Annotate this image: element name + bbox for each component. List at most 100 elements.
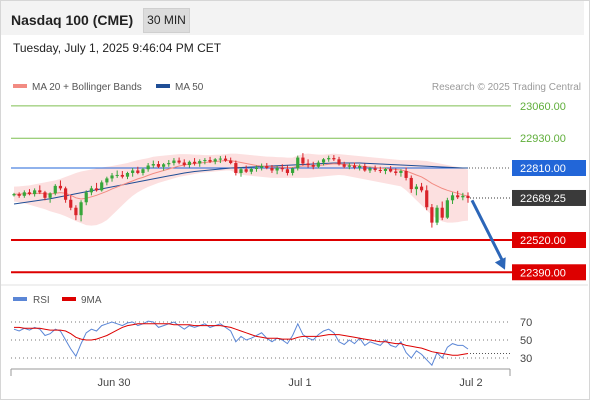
candle-body <box>383 168 388 171</box>
x-tick-label: Jun 30 <box>97 377 130 389</box>
candle-body <box>218 158 222 160</box>
candle-body <box>110 175 114 179</box>
candle-body <box>456 195 460 198</box>
candle-body <box>58 185 63 189</box>
rsi-legend-label: RSI <box>33 295 50 306</box>
candle-body <box>419 186 424 191</box>
credit-text: Research © 2025 Trading Central <box>432 82 581 93</box>
candle-body <box>94 188 99 191</box>
candle-body <box>440 207 444 218</box>
candle-body <box>260 166 264 168</box>
candle-body <box>141 169 145 173</box>
candle-body <box>203 160 207 162</box>
ma50-legend-label: MA 50 <box>175 82 204 93</box>
candle-body <box>311 165 315 167</box>
instrument-title: Nasdaq 100 (CME) <box>11 12 134 28</box>
candle-body <box>22 192 26 196</box>
ma20-line <box>14 160 469 200</box>
rsi-grid: 70 50 30 <box>11 317 532 365</box>
candle-body <box>316 162 320 167</box>
candle-body <box>347 165 351 167</box>
level-price-box <box>512 264 586 281</box>
candle-body <box>358 166 362 168</box>
candle-body <box>363 166 367 171</box>
rsi-tick-label: 50 <box>520 335 532 347</box>
candle-body <box>430 207 434 223</box>
rsi-ma-legend-swatch <box>62 297 76 301</box>
candle-body <box>63 188 68 200</box>
rsi-tick-label: 70 <box>520 317 532 329</box>
forecast-arrow-shaft <box>470 199 505 263</box>
candle-body <box>296 157 300 169</box>
candle-body <box>409 177 413 190</box>
candle-body <box>74 207 78 216</box>
candle-body <box>373 168 377 170</box>
ma50-legend-swatch <box>156 84 170 88</box>
candle-body <box>450 195 455 201</box>
rsi-ma-line <box>14 323 469 356</box>
candle-body <box>306 163 310 166</box>
candle-body <box>84 192 88 203</box>
candle-body <box>301 157 305 164</box>
candle-body <box>234 163 238 173</box>
last-price-label: 22689.25 <box>520 193 566 205</box>
candle-body <box>167 163 171 165</box>
level-price-label: 22810.00 <box>520 163 566 175</box>
candle-body <box>120 174 124 177</box>
forecast-arrow-head <box>494 257 506 270</box>
candle-body <box>280 168 284 170</box>
rsi-legend-swatch <box>13 297 27 301</box>
candle-body <box>151 164 155 166</box>
candle-body <box>265 166 269 168</box>
rsi-tick-label: 30 <box>520 353 532 365</box>
ma20-legend-label: MA 20 + Bollinger Bands <box>32 82 142 93</box>
candles <box>12 153 470 228</box>
candle-body <box>213 159 217 162</box>
candle-body <box>17 194 21 196</box>
candle-body <box>229 160 233 164</box>
timestamp: Tuesday, July 1, 2025 9:46:04 PM CET <box>13 41 222 55</box>
candle-body <box>368 168 372 171</box>
candle-body <box>435 207 439 223</box>
moving-averages <box>13 160 469 205</box>
candle-body <box>177 160 181 163</box>
candle-body <box>223 158 228 161</box>
candle-body <box>378 169 382 171</box>
candle-body <box>425 190 429 208</box>
candle-body <box>105 178 109 183</box>
bollinger-band <box>14 153 468 226</box>
candle-body <box>131 170 135 173</box>
ma20-legend-swatch <box>13 84 27 88</box>
candle-body <box>352 165 357 168</box>
candle-body <box>466 195 470 199</box>
candle-body <box>270 168 274 171</box>
candle-body <box>69 199 73 208</box>
candle-body <box>38 190 42 193</box>
candle-body <box>27 192 32 195</box>
candle-body <box>182 162 186 166</box>
candle-body <box>389 168 393 172</box>
candle-body <box>12 194 16 196</box>
candle-body <box>136 170 140 173</box>
candle-body <box>125 172 130 177</box>
candle-body <box>399 170 403 173</box>
candle-body <box>461 195 465 198</box>
rsi-ma-legend-label: 9MA <box>81 295 102 306</box>
title-bar: Nasdaq 100 (CME) 30 MIN <box>1 1 584 35</box>
rsi-line <box>13 320 469 367</box>
candle-body <box>89 188 93 193</box>
candle-body <box>254 167 259 169</box>
candle-body <box>404 170 408 178</box>
candle-body <box>275 168 279 171</box>
candle-body <box>100 182 104 191</box>
candle-body <box>394 171 398 173</box>
rsi-lines <box>13 320 510 367</box>
candle-body <box>244 169 248 172</box>
level-labels: 23060.00 22930.00 22810.00 22520.00 22390.00… <box>512 101 586 281</box>
forecast-arrow <box>470 199 506 270</box>
candle-body <box>337 159 341 165</box>
candle-body <box>321 159 326 163</box>
timeframe-badge[interactable]: 30 MIN <box>143 8 190 33</box>
level-price-label: 22930.00 <box>520 133 566 145</box>
